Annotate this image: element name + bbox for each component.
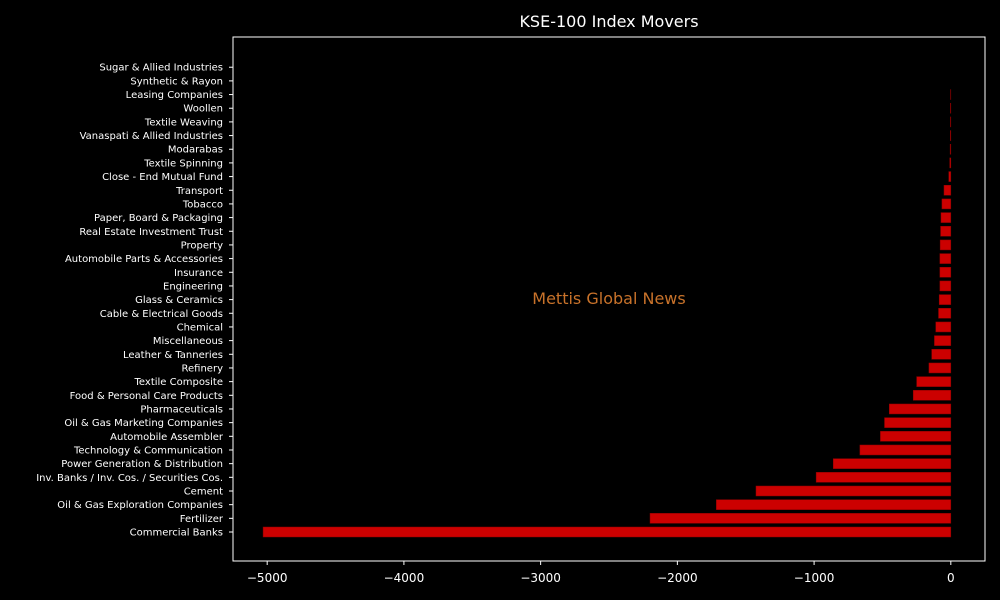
y-tick-label-2: Oil & Gas Exploration Companies (57, 500, 223, 511)
y-tick-label-27: Textile Spinning (143, 158, 223, 169)
bar-1 (649, 513, 952, 524)
y-tick-label-21: Property (181, 240, 223, 251)
bar-12 (928, 362, 952, 374)
y-tick-label-26: Close - End Mutual Fund (102, 172, 223, 183)
y-tick-label-34: Sugar & Allied Industries (99, 63, 223, 74)
bar-2 (716, 499, 952, 510)
y-tick-label-28: Modarabas (168, 145, 223, 156)
y-tick-label-15: Chemical (177, 322, 223, 333)
bar-9 (889, 403, 952, 415)
chart-title: KSE-100 Index Movers (519, 12, 699, 31)
x-tick-label-5: 0 (947, 571, 955, 585)
bar-24 (941, 198, 952, 210)
y-tick-label-30: Textile Weaving (144, 117, 223, 128)
y-tick-label-13: Leather & Tanneries (123, 350, 223, 361)
x-tick-label-2: −3000 (520, 571, 561, 585)
bar-26 (948, 171, 952, 182)
bar-19 (939, 267, 952, 278)
bar-17 (938, 294, 952, 305)
y-tick-label-33: Synthetic & Rayon (130, 76, 223, 87)
bar-22 (940, 226, 952, 237)
bar-27 (949, 157, 952, 169)
bar-20 (939, 253, 952, 264)
bar-6 (859, 444, 952, 456)
bar-18 (939, 280, 952, 292)
y-tick-label-16: Cable & Electrical Goods (100, 309, 223, 320)
y-tick-label-5: Power Generation & Distribution (61, 459, 223, 470)
x-tick-label-4: −1000 (794, 571, 835, 585)
bar-11 (916, 376, 952, 387)
y-tick-label-11: Textile Composite (134, 377, 223, 388)
y-tick-label-20: Automobile Parts & Accessories (65, 254, 223, 265)
bar-28 (949, 143, 952, 155)
bar-25 (943, 185, 952, 196)
y-tick-label-14: Miscellaneous (153, 336, 223, 347)
y-tick-label-29: Vanaspati & Allied Industries (80, 131, 223, 142)
bar-7 (880, 431, 952, 442)
y-tick-label-1: Fertilizer (180, 514, 224, 525)
x-tick-label-3: −2000 (657, 571, 698, 585)
bar-16 (938, 308, 952, 319)
bar-0 (262, 526, 952, 538)
y-tick-label-18: Engineering (163, 281, 223, 292)
bar-8 (884, 417, 952, 428)
y-tick-label-25: Transport (175, 186, 223, 197)
bar-14 (934, 335, 952, 346)
y-tick-label-10: Food & Personal Care Products (70, 391, 223, 402)
bar-3 (755, 485, 952, 497)
y-tick-label-12: Refinery (182, 363, 224, 374)
y-tick-label-24: Tobacco (182, 199, 223, 210)
y-tick-label-4: Inv. Banks / Inv. Cos. / Securities Cos. (36, 473, 223, 484)
y-tick-label-8: Oil & Gas Marketing Companies (64, 418, 223, 429)
y-tick-label-7: Automobile Assembler (110, 432, 224, 443)
y-tick-label-0: Commercial Banks (130, 528, 223, 539)
y-tick-label-31: Woollen (183, 104, 223, 115)
bar-29 (950, 130, 952, 141)
y-tick-label-6: Technology & Communication (73, 445, 223, 456)
bar-4 (815, 472, 952, 483)
y-tick-label-19: Insurance (174, 268, 223, 279)
bar-21 (939, 239, 952, 251)
x-tick-label-1: −4000 (384, 571, 425, 585)
bar-10 (912, 390, 952, 401)
watermark-text: Mettis Global News (532, 289, 685, 308)
bar-5 (832, 458, 952, 469)
y-tick-label-9: Pharmaceuticals (140, 404, 223, 415)
y-tick-label-3: Cement (184, 486, 223, 497)
bar-13 (931, 349, 952, 360)
bar-15 (935, 321, 952, 333)
y-tick-label-22: Real Estate Investment Trust (79, 227, 223, 238)
x-tick-label-0: −5000 (247, 571, 288, 585)
y-tick-label-23: Paper, Board & Packaging (94, 213, 223, 224)
y-tick-label-32: Leasing Companies (126, 90, 223, 101)
y-tick-label-17: Glass & Ceramics (135, 295, 223, 306)
plot-frame (232, 36, 986, 562)
bar-23 (940, 212, 952, 223)
